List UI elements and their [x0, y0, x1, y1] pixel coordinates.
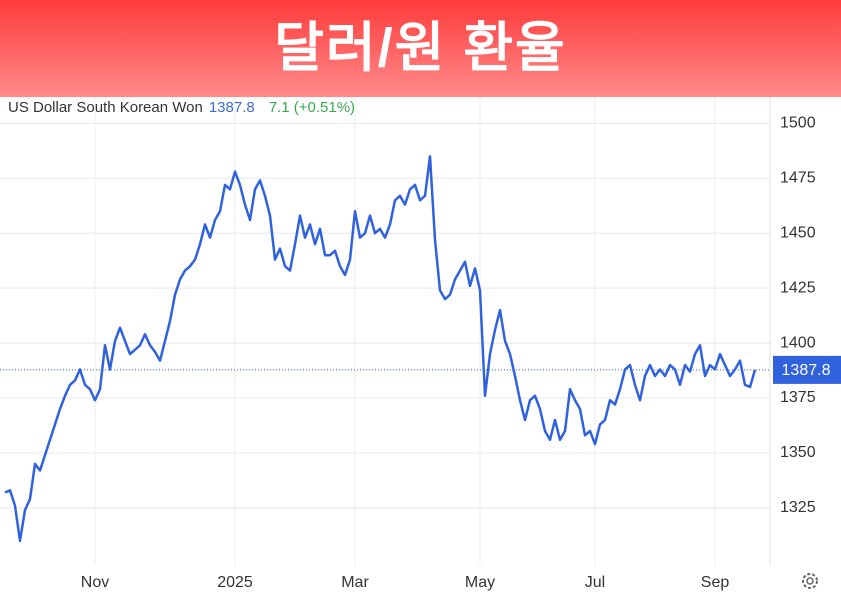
chart: US Dollar South Korean Won 1387.8 7.1 (+0.… — [0, 97, 841, 591]
y-tick-label: 1475 — [780, 170, 816, 187]
y-tick-label: 1375 — [780, 389, 816, 406]
y-tick-label: 1325 — [780, 499, 816, 516]
y-tick-label: 1500 — [780, 115, 816, 132]
x-tick-label: Sep — [701, 574, 730, 591]
x-tick-label: Jul — [585, 574, 605, 591]
y-tick-label: 1350 — [780, 444, 816, 461]
series-line — [4, 155, 757, 543]
y-tick-label: 1425 — [780, 279, 816, 296]
y-tick-label: 1400 — [780, 334, 816, 351]
legend-price: 1387.8 — [209, 99, 255, 116]
y-tick-label: 1450 — [780, 224, 816, 241]
x-tick-label: Mar — [341, 574, 369, 591]
chart-title: 달러/원 환율 — [274, 18, 567, 78]
legend: US Dollar South Korean Won 1387.8 7.1 (+0.… — [8, 99, 355, 116]
grid — [0, 97, 771, 565]
gear-outer — [802, 573, 818, 589]
x-tick-label: 2025 — [217, 574, 253, 591]
price-tag — [773, 355, 841, 384]
settings-icon[interactable] — [802, 573, 818, 589]
x-tick-label: May — [465, 574, 495, 591]
legend-name: US Dollar South Korean Won — [8, 99, 203, 116]
legend-change: 7.1 (+0.51%) — [269, 99, 355, 116]
title-banner: 달러/원 환율 — [0, 0, 841, 97]
gear-inner — [806, 577, 814, 585]
price-tag-label: 1387.8 — [782, 362, 831, 379]
x-tick-label: Nov — [81, 574, 109, 591]
